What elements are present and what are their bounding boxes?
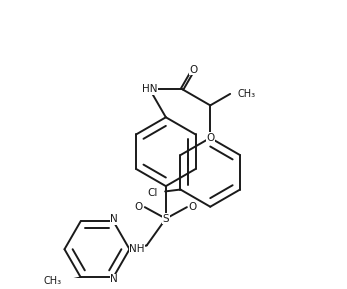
Text: HN: HN [142, 84, 157, 94]
Text: Cl: Cl [147, 188, 158, 198]
Text: NH: NH [129, 244, 145, 254]
Text: O: O [135, 202, 143, 212]
Text: O: O [189, 64, 198, 75]
Text: S: S [162, 214, 169, 224]
Text: N: N [110, 214, 118, 224]
Text: O: O [206, 133, 214, 143]
Text: N: N [110, 274, 118, 284]
Text: CH₃: CH₃ [237, 89, 255, 99]
Text: CH₃: CH₃ [43, 276, 62, 286]
Text: O: O [189, 202, 197, 212]
